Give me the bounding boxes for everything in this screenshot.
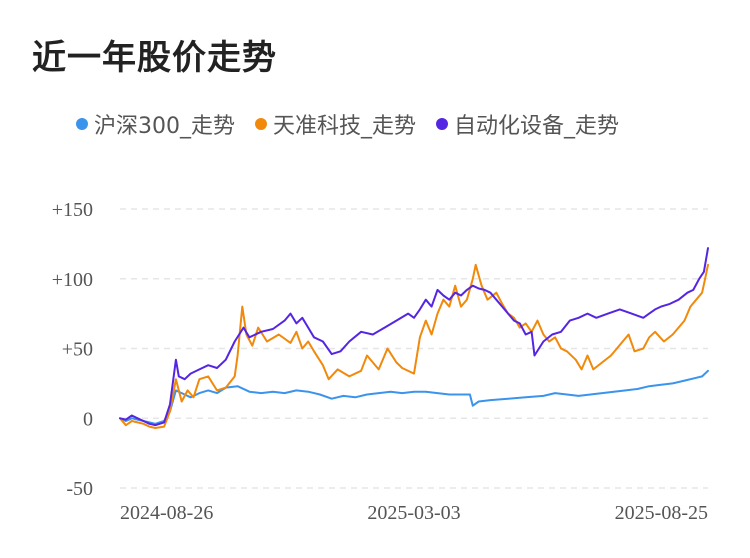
x-tick-label: 2025-08-25 (615, 502, 708, 524)
legend-dot-hs300 (76, 118, 88, 130)
legend: 沪深300_走势 天准科技_走势 自动化设备_走势 (76, 108, 639, 140)
legend-label-automation: 自动化设备_走势 (454, 114, 620, 139)
series-line-1 (119, 263, 709, 429)
x-tick-label: 2025-03-03 (367, 502, 460, 524)
chart-title: 近一年股价走势 (32, 38, 277, 78)
y-tick-label: -50 (66, 478, 93, 500)
series-line-0 (119, 369, 709, 425)
y-tick-label: +150 (52, 199, 93, 221)
y-tick-label: 0 (83, 408, 93, 430)
legend-label-hs300: 沪深300_走势 (94, 114, 235, 139)
series-line-2 (119, 247, 709, 427)
legend-item-hs300[interactable]: 沪深300_走势 (76, 108, 235, 140)
legend-item-automation[interactable]: 自动化设备_走势 (436, 108, 619, 140)
y-tick-label: +100 (52, 269, 93, 291)
legend-label-tianzhun: 天准科技_走势 (273, 114, 417, 139)
legend-item-tianzhun[interactable]: 天准科技_走势 (255, 108, 416, 140)
legend-dot-tianzhun (255, 118, 267, 130)
legend-dot-automation (436, 118, 449, 130)
x-tick-label: 2024-08-26 (120, 502, 213, 524)
y-tick-label: +50 (62, 339, 93, 361)
